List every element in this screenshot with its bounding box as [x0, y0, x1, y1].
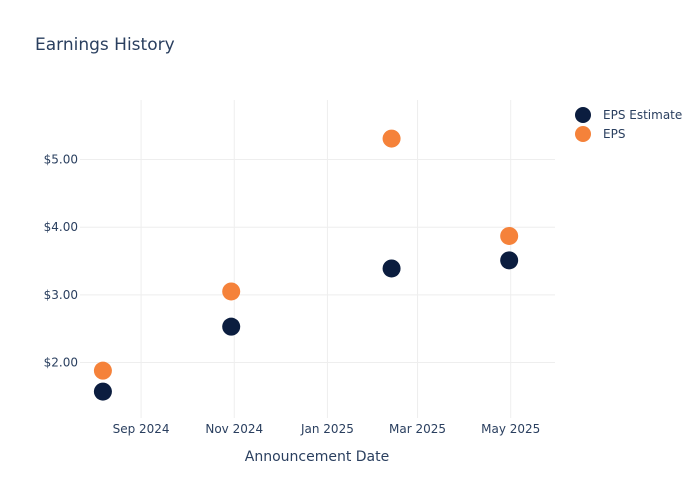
- eps-point[interactable]: [222, 282, 241, 301]
- x-tick-label: Sep 2024: [113, 422, 170, 436]
- eps-estimate-point[interactable]: [93, 382, 112, 401]
- y-tick-label: $4.00: [44, 220, 78, 234]
- eps-estimate-point[interactable]: [222, 317, 241, 336]
- x-tick-label: Jan 2025: [300, 422, 354, 436]
- chart-title: Earnings History: [35, 35, 175, 55]
- x-tick-label: May 2025: [481, 422, 540, 436]
- eps-estimate-point[interactable]: [500, 251, 519, 270]
- legend-label-eps[interactable]: EPS: [603, 127, 625, 141]
- legend[interactable]: EPS Estimate EPS: [575, 107, 682, 142]
- x-tick-label: Mar 2025: [389, 422, 446, 436]
- x-axis-ticks: Sep 2024 Nov 2024 Jan 2025 Mar 2025 May 2025: [113, 422, 541, 436]
- x-axis-title: Announcement Date: [245, 449, 389, 465]
- eps-estimate-point[interactable]: [382, 259, 401, 278]
- grid-lines: [80, 100, 555, 418]
- legend-label-eps-estimate[interactable]: EPS Estimate: [603, 108, 682, 122]
- legend-marker-eps[interactable]: [575, 126, 591, 142]
- y-tick-label: $5.00: [44, 153, 78, 167]
- eps-point[interactable]: [93, 361, 112, 380]
- eps-point[interactable]: [500, 226, 519, 245]
- y-axis-ticks: $2.00 $3.00 $4.00 $5.00: [44, 153, 78, 370]
- y-tick-label: $2.00: [44, 356, 78, 370]
- x-tick-label: Nov 2024: [205, 422, 263, 436]
- eps-point[interactable]: [382, 129, 401, 148]
- data-markers: [93, 129, 519, 401]
- legend-marker-eps-estimate[interactable]: [575, 107, 591, 123]
- y-tick-label: $3.00: [44, 288, 78, 302]
